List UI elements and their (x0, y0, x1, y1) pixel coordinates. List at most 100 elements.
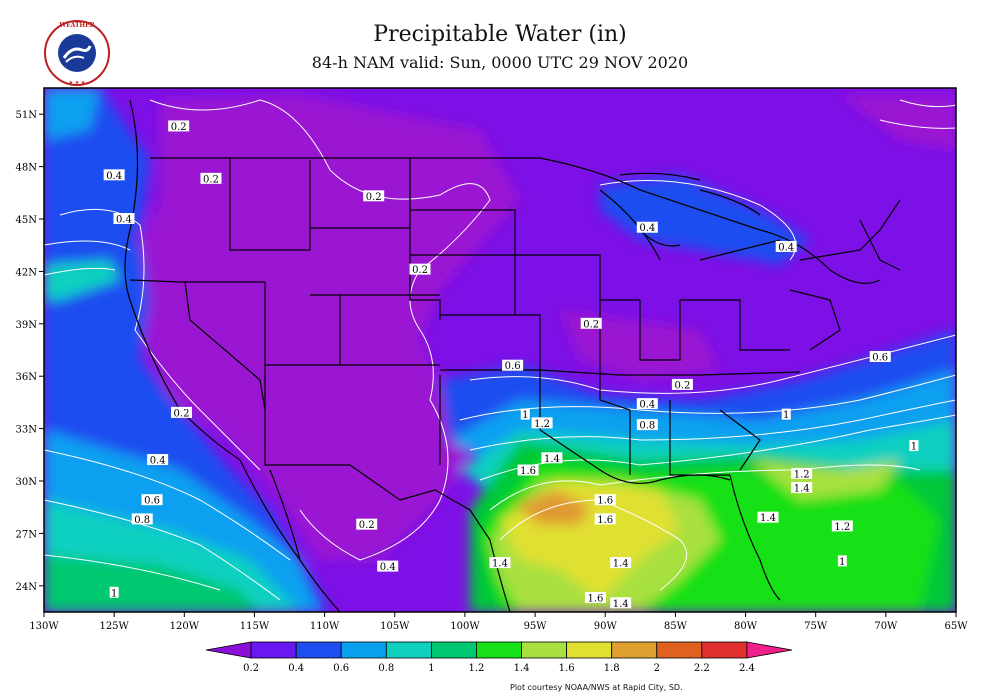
svg-text:1.4: 1.4 (613, 599, 629, 610)
colorbar-swatch (746, 641, 793, 659)
svg-text:0.4: 0.4 (639, 223, 655, 234)
svg-text:0.2: 0.2 (171, 122, 187, 133)
svg-text:1.6: 1.6 (597, 515, 613, 526)
lat-tick-label: 24N (16, 582, 38, 593)
svg-text:0.2: 0.2 (203, 174, 219, 185)
colorbar-label: 2.4 (739, 663, 755, 674)
colorbar-label: 1.6 (559, 663, 575, 674)
svg-text:1.2: 1.2 (794, 470, 810, 481)
lon-tick-label: 105W (380, 621, 410, 632)
lat-tick-label: 42N (16, 267, 38, 278)
svg-text:0.6: 0.6 (505, 361, 521, 372)
svg-text:0.4: 0.4 (150, 456, 166, 467)
colorbar-label: 1.8 (604, 663, 620, 674)
contour-label: 0.2 (171, 406, 193, 419)
colorbar-label: 2.2 (694, 663, 710, 674)
map-frame (43, 87, 957, 613)
lon-tick-label: 85W (664, 621, 688, 632)
svg-text:★ ★ ★: ★ ★ ★ (69, 80, 86, 86)
contour-label: 0.4 (113, 213, 135, 226)
colorbar-swatch (656, 641, 703, 659)
colorbar-swatch (385, 641, 432, 659)
svg-text:1.6: 1.6 (520, 466, 536, 477)
svg-text:1: 1 (783, 410, 789, 421)
contour-label: 0.6 (141, 494, 163, 507)
svg-text:0.4: 0.4 (106, 171, 122, 182)
contour-label: 0.2 (580, 317, 602, 330)
lon-tick-label: 75W (804, 621, 828, 632)
colorbar-swatch (430, 641, 477, 659)
lon-tick-label: 65W (944, 621, 968, 632)
svg-text:WEATHER: WEATHER (58, 22, 95, 29)
svg-text:1.4: 1.4 (613, 559, 629, 570)
colorbar-label: 0.4 (288, 663, 304, 674)
colorbar-swatch (611, 641, 658, 659)
contour-label: 0.2 (168, 120, 190, 133)
contour-label: 0.4 (377, 560, 399, 573)
svg-text:0.6: 0.6 (144, 496, 160, 507)
contour-label: 1 (781, 408, 791, 421)
longitude-axis: 130W 125W 120W 115W 110W 105W 100W 95W 90W 85W 80W… (29, 612, 968, 632)
colorbar-legend: 0.2 0.4 0.6 0.8 1 1.2 1.4 1.6 1.8 2 2.2 2.4 (205, 641, 793, 674)
colorbar-swatch (566, 641, 613, 659)
svg-text:0.8: 0.8 (639, 421, 655, 432)
contour-label: 1 (837, 555, 847, 568)
colorbar-swatch (295, 641, 342, 659)
colorbar-swatch (250, 641, 297, 659)
chart-subtitle: 84-h NAM valid: Sun, 0000 UTC 29 NOV 202… (311, 53, 689, 72)
plot-credit: Plot courtesy NOAA/NWS at Rapid City, SD… (510, 683, 683, 692)
colorbar-label: 1.2 (469, 663, 485, 674)
contour-label: 1.6 (594, 513, 616, 526)
lon-tick-label: 70W (874, 621, 898, 632)
contour-label: 1 (520, 408, 530, 421)
contour-label: 0.2 (363, 190, 385, 203)
lat-tick-label: 27N (16, 529, 38, 540)
contour-label: 1.6 (584, 592, 606, 605)
lat-tick-label: 51N (16, 110, 38, 121)
svg-text:1: 1 (111, 588, 117, 599)
lon-tick-label: 90W (594, 621, 618, 632)
colorbar-label: 2 (654, 663, 660, 674)
lat-tick-label: 39N (16, 320, 38, 331)
svg-text:1.2: 1.2 (834, 522, 850, 533)
colorbar-label: 1.4 (514, 663, 530, 674)
contour-label: 0.2 (671, 378, 693, 391)
lat-tick-label: 33N (16, 425, 38, 436)
colorbar-swatch (521, 641, 568, 659)
nws-logo: WEATHER ★ ★ ★ (42, 18, 112, 88)
svg-text:0.2: 0.2 (412, 265, 428, 276)
svg-text:0.2: 0.2 (359, 520, 375, 531)
svg-text:1.4: 1.4 (492, 559, 508, 570)
contour-label: 0.4 (636, 221, 658, 234)
contour-label: 0.8 (131, 513, 153, 526)
colorbar-swatch (340, 641, 387, 659)
svg-text:0.2: 0.2 (674, 380, 690, 391)
svg-text:0.4: 0.4 (778, 242, 794, 253)
contour-label: 1.4 (541, 452, 563, 465)
svg-text:1.6: 1.6 (587, 594, 603, 605)
contour-label: 1 (109, 586, 119, 599)
svg-text:0.4: 0.4 (116, 215, 132, 226)
colorbar-label: 1 (428, 663, 434, 674)
latitude-axis: 51N 48N 45N 42N 39N 36N 33N 30N 27N 24N (16, 110, 44, 593)
lat-tick-label: 36N (16, 372, 38, 383)
contour-label: 1.4 (791, 481, 813, 494)
svg-text:1.6: 1.6 (597, 496, 613, 507)
lat-tick-label: 48N (16, 163, 38, 174)
lon-tick-label: 100W (450, 621, 480, 632)
contour-label: 0.8 (636, 419, 658, 432)
svg-text:1.4: 1.4 (794, 483, 810, 494)
contour-label: 0.6 (869, 350, 891, 363)
svg-text:1.2: 1.2 (534, 419, 550, 430)
svg-text:0.4: 0.4 (380, 562, 396, 573)
svg-text:0.2: 0.2 (366, 192, 382, 203)
contour-label: 0.4 (775, 240, 797, 253)
color-field (44, 88, 956, 612)
svg-text:0.4: 0.4 (639, 400, 655, 411)
contour-label: 1.4 (610, 557, 632, 570)
chart-title: Precipitable Water (in) (373, 22, 627, 47)
lat-tick-label: 30N (16, 477, 38, 488)
contour-value-labels: 0.2 0.4 0.4 0.2 0.2 0.2 0.4 0.4 0.2 0.6 0.6 0.2 0.4 0… (103, 120, 919, 610)
contour-label: 0.6 (502, 359, 524, 372)
